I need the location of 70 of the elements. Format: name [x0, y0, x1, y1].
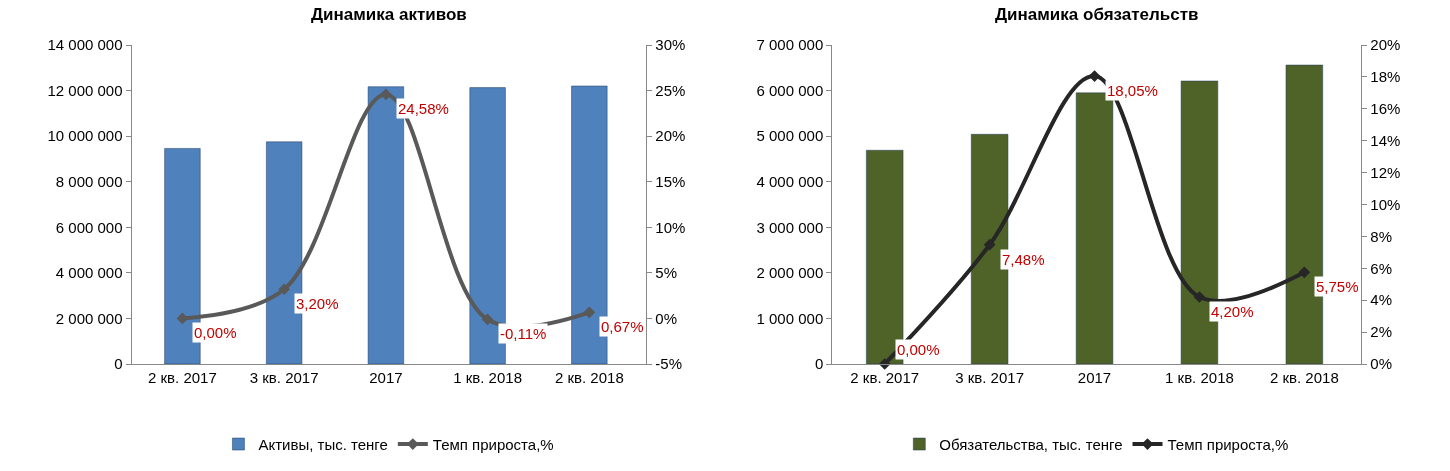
y2-tick-label: 20% — [655, 127, 686, 145]
y2-tick-label: 18% — [1370, 68, 1401, 86]
y2-tick-label: 6% — [1370, 259, 1393, 277]
y-tick-label: 14 000 000 — [47, 36, 123, 54]
y-tick-label: 7 000 000 — [756, 36, 824, 54]
legend-label: Активы, тыс. тенге — [258, 435, 388, 453]
y2-tick-label: 15% — [655, 172, 686, 190]
point — [1298, 266, 1311, 279]
x-tick-label: 2 кв. 2017 — [850, 369, 920, 386]
data-label: 5,75% — [1316, 278, 1359, 295]
y-tick-label: 12 000 000 — [47, 81, 123, 99]
y2-tick-label: 10% — [1370, 195, 1401, 213]
data-label: 0,67% — [601, 318, 644, 335]
x-tick-label: 2 кв. 2018 — [1269, 369, 1339, 386]
y2-tick-label: 12% — [1370, 163, 1401, 181]
x-tick-label: 1 кв. 2018 — [1165, 369, 1234, 386]
y-tick-label: 0 — [814, 355, 824, 373]
point — [278, 283, 290, 296]
point — [983, 238, 996, 251]
y-tick-label: 2 000 000 — [55, 309, 123, 327]
y-tick-label: 3 000 000 — [756, 218, 824, 236]
x-tick-label: 3 кв. 2017 — [249, 369, 319, 386]
y2-tick-label: 8% — [1370, 227, 1393, 245]
y-tick-label: 1 000 000 — [756, 309, 824, 327]
y-tick-label: 6 000 000 — [55, 218, 123, 236]
data-label: 18,05% — [1107, 82, 1158, 99]
x-tick-label: 2017 — [369, 369, 403, 386]
x-tick-label: 2 кв. 2018 — [554, 369, 624, 386]
x-tick-label: 2017 — [1077, 369, 1112, 386]
y2-tick-label: 30% — [655, 36, 686, 54]
point — [878, 358, 891, 370]
data-label: 0,00% — [897, 341, 940, 358]
point — [1088, 70, 1101, 82]
chart-title: Динамика активов — [311, 5, 467, 24]
x-tick-label: 1 кв. 2018 — [453, 369, 522, 386]
x-tick-label: 2 кв. 2017 — [148, 369, 217, 386]
y-tick-label: 0 — [114, 355, 123, 373]
y2-tick-label: 5% — [655, 264, 678, 282]
y2-tick-label: 14% — [1370, 131, 1401, 149]
y2-tick-label: 10% — [655, 218, 686, 236]
legend-label: Темп прироста,% — [432, 435, 554, 453]
y2-tick-label: 16% — [1370, 100, 1401, 118]
data-label: 7,48% — [1002, 251, 1045, 268]
y-tick-label: 5 000 000 — [756, 127, 824, 145]
y-tick-label: 4 000 000 — [756, 172, 824, 190]
chart-title: Динамика обязательств — [995, 5, 1199, 24]
y2-tick-label: 25% — [655, 81, 686, 99]
y-tick-label: 10 000 000 — [47, 127, 123, 145]
y2-tick-label: 2% — [1370, 323, 1393, 341]
point — [1193, 291, 1206, 303]
point — [481, 313, 494, 326]
y2-tick-label: 20% — [1370, 36, 1401, 54]
data-label: -0,11% — [500, 325, 547, 342]
point — [583, 306, 596, 319]
data-label: 3,20% — [296, 295, 339, 312]
data-label: 4,20% — [1211, 303, 1254, 320]
point — [380, 88, 392, 101]
y2-tick-label: 0% — [655, 309, 678, 327]
y-tick-label: 2 000 000 — [756, 264, 824, 282]
legend-label: Обязательства, тыс. тенге — [939, 435, 1123, 453]
y-tick-label: 6 000 000 — [756, 81, 824, 99]
y2-tick-label: -5% — [655, 355, 683, 373]
data-label: 0,00% — [194, 324, 237, 341]
x-tick-label: 3 кв. 2017 — [955, 369, 1024, 386]
y2-tick-label: 0% — [1370, 355, 1393, 373]
legend-label: Темп прироста,% — [1167, 435, 1289, 453]
y2-tick-label: 4% — [1370, 291, 1393, 309]
y-tick-label: 4 000 000 — [55, 264, 123, 282]
y-tick-label: 8 000 000 — [55, 172, 123, 190]
data-label: 24,58% — [398, 100, 449, 117]
